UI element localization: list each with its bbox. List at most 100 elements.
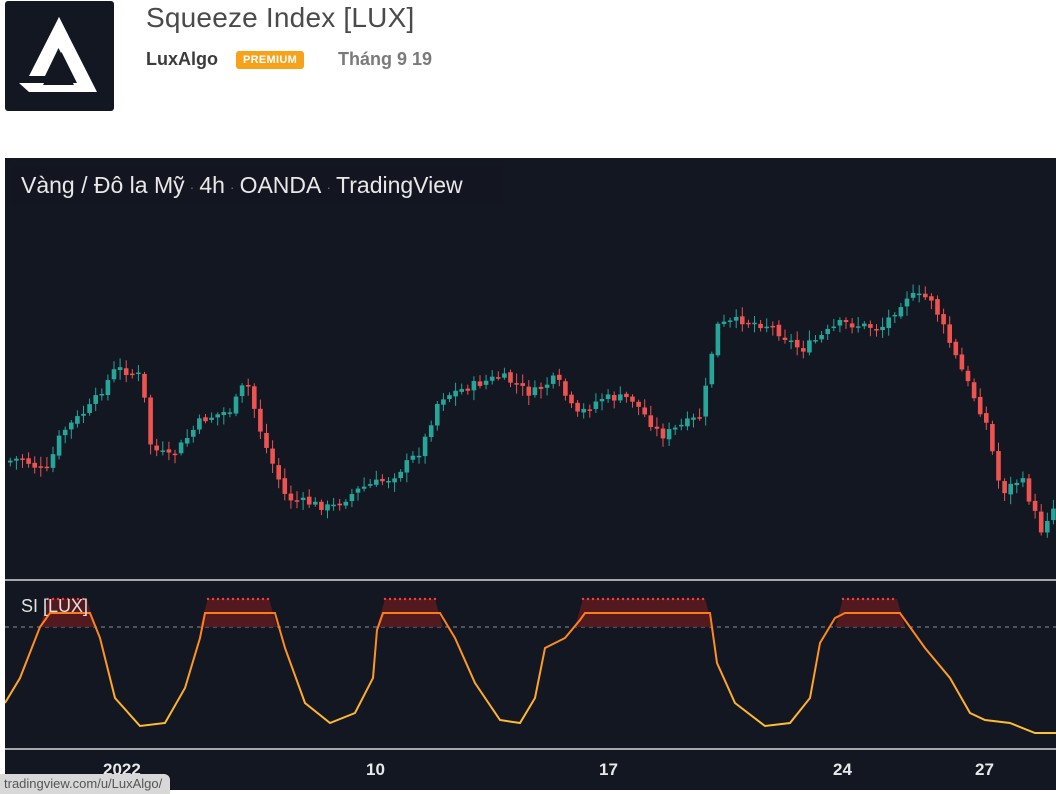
author-name[interactable]: LuxAlgo [146,49,218,69]
candle [252,386,257,409]
candle [611,395,617,401]
candle [14,458,19,461]
squeeze-dot [601,597,605,601]
candle [904,298,910,307]
squeeze-dot [701,597,705,601]
squeeze-dot [621,597,625,601]
candle [441,399,446,405]
candle [471,381,477,391]
candle [538,386,544,389]
candle [1008,483,1013,495]
squeeze-dot [866,597,870,601]
candle [550,375,556,384]
candle [746,322,751,325]
premium-badge: PREMIUM [236,51,305,69]
luxalgo-logo-icon[interactable] [5,1,114,111]
candle [239,385,245,397]
squeeze-dot [586,597,590,601]
candle [654,426,660,429]
candle [337,503,342,506]
squeeze-dot [221,597,225,601]
source-url[interactable]: tradingview.com/u/LuxAlgo/ [0,774,171,794]
candle [435,403,440,426]
candle [575,402,580,412]
publication-header: Squeeze Index [LUX] LuxAlgo PREMIUM Thán… [0,0,1056,150]
candle [898,307,904,317]
candle [764,326,769,329]
chart-canvas [5,284,1056,750]
candle [502,373,507,378]
squeeze-dot [636,597,640,601]
squeeze-dot [66,597,70,601]
candle [1020,478,1026,483]
chart-area[interactable]: Vàng / Đô la Mỹ · 4h · OANDA · TradingView SI … [5,158,1056,790]
squeeze-dot [616,597,620,601]
candle [160,450,166,452]
candle [880,326,885,331]
squeeze-dot [611,597,615,601]
candle [959,354,965,370]
candle [361,486,367,489]
candle [203,417,208,422]
candle [392,478,397,483]
candle [264,432,269,448]
candle [282,478,288,494]
candle [197,418,202,430]
candle [69,422,74,430]
candle [99,393,105,396]
symbol-legend: Vàng / Đô la Mỹ · 4h · OANDA · TradingView [11,166,503,204]
candle [331,504,336,507]
timeframe-label: 4h [199,172,225,198]
candle [892,314,898,317]
squeeze-dot [861,597,865,601]
candle [593,401,599,409]
candle [916,293,922,296]
candle [679,424,684,427]
candle [971,382,977,399]
candle [618,394,623,401]
squeeze-dot [681,597,685,601]
squeeze-dot [61,597,65,601]
candle [697,417,702,419]
candle [453,390,458,397]
squeeze-dot [686,597,690,601]
candle [715,323,721,356]
candle [245,385,251,387]
squeeze-dot [226,597,230,601]
squeeze-dot [626,597,630,601]
candle [191,429,196,437]
x-axis-label: 24 [833,760,852,779]
candle [477,381,483,386]
candle [178,442,184,454]
squeeze-dot [418,597,422,601]
candle [465,388,471,391]
squeeze-dot [646,597,650,601]
squeeze-dot [856,597,860,601]
squeeze-dot [211,597,215,601]
candle [166,449,172,453]
candle [660,428,666,439]
candle [599,399,605,402]
candle [172,453,178,456]
candle [221,412,227,416]
candle [276,465,281,480]
squeeze-dot [666,597,670,601]
candle [1026,478,1032,502]
squeeze-dot [661,597,665,601]
candle [50,454,56,468]
candle [733,316,739,321]
squeeze-dot [388,597,392,601]
candle [459,389,464,392]
candle [794,339,800,348]
candle [111,369,117,380]
squeeze-dot [606,597,610,601]
candle [508,372,513,383]
candle [874,328,879,331]
candle [721,321,727,324]
squeeze-dot [876,597,880,601]
candle [837,320,843,326]
candle [44,466,50,469]
candle [581,408,586,413]
candle [770,325,776,328]
broker-label: OANDA [239,172,322,198]
